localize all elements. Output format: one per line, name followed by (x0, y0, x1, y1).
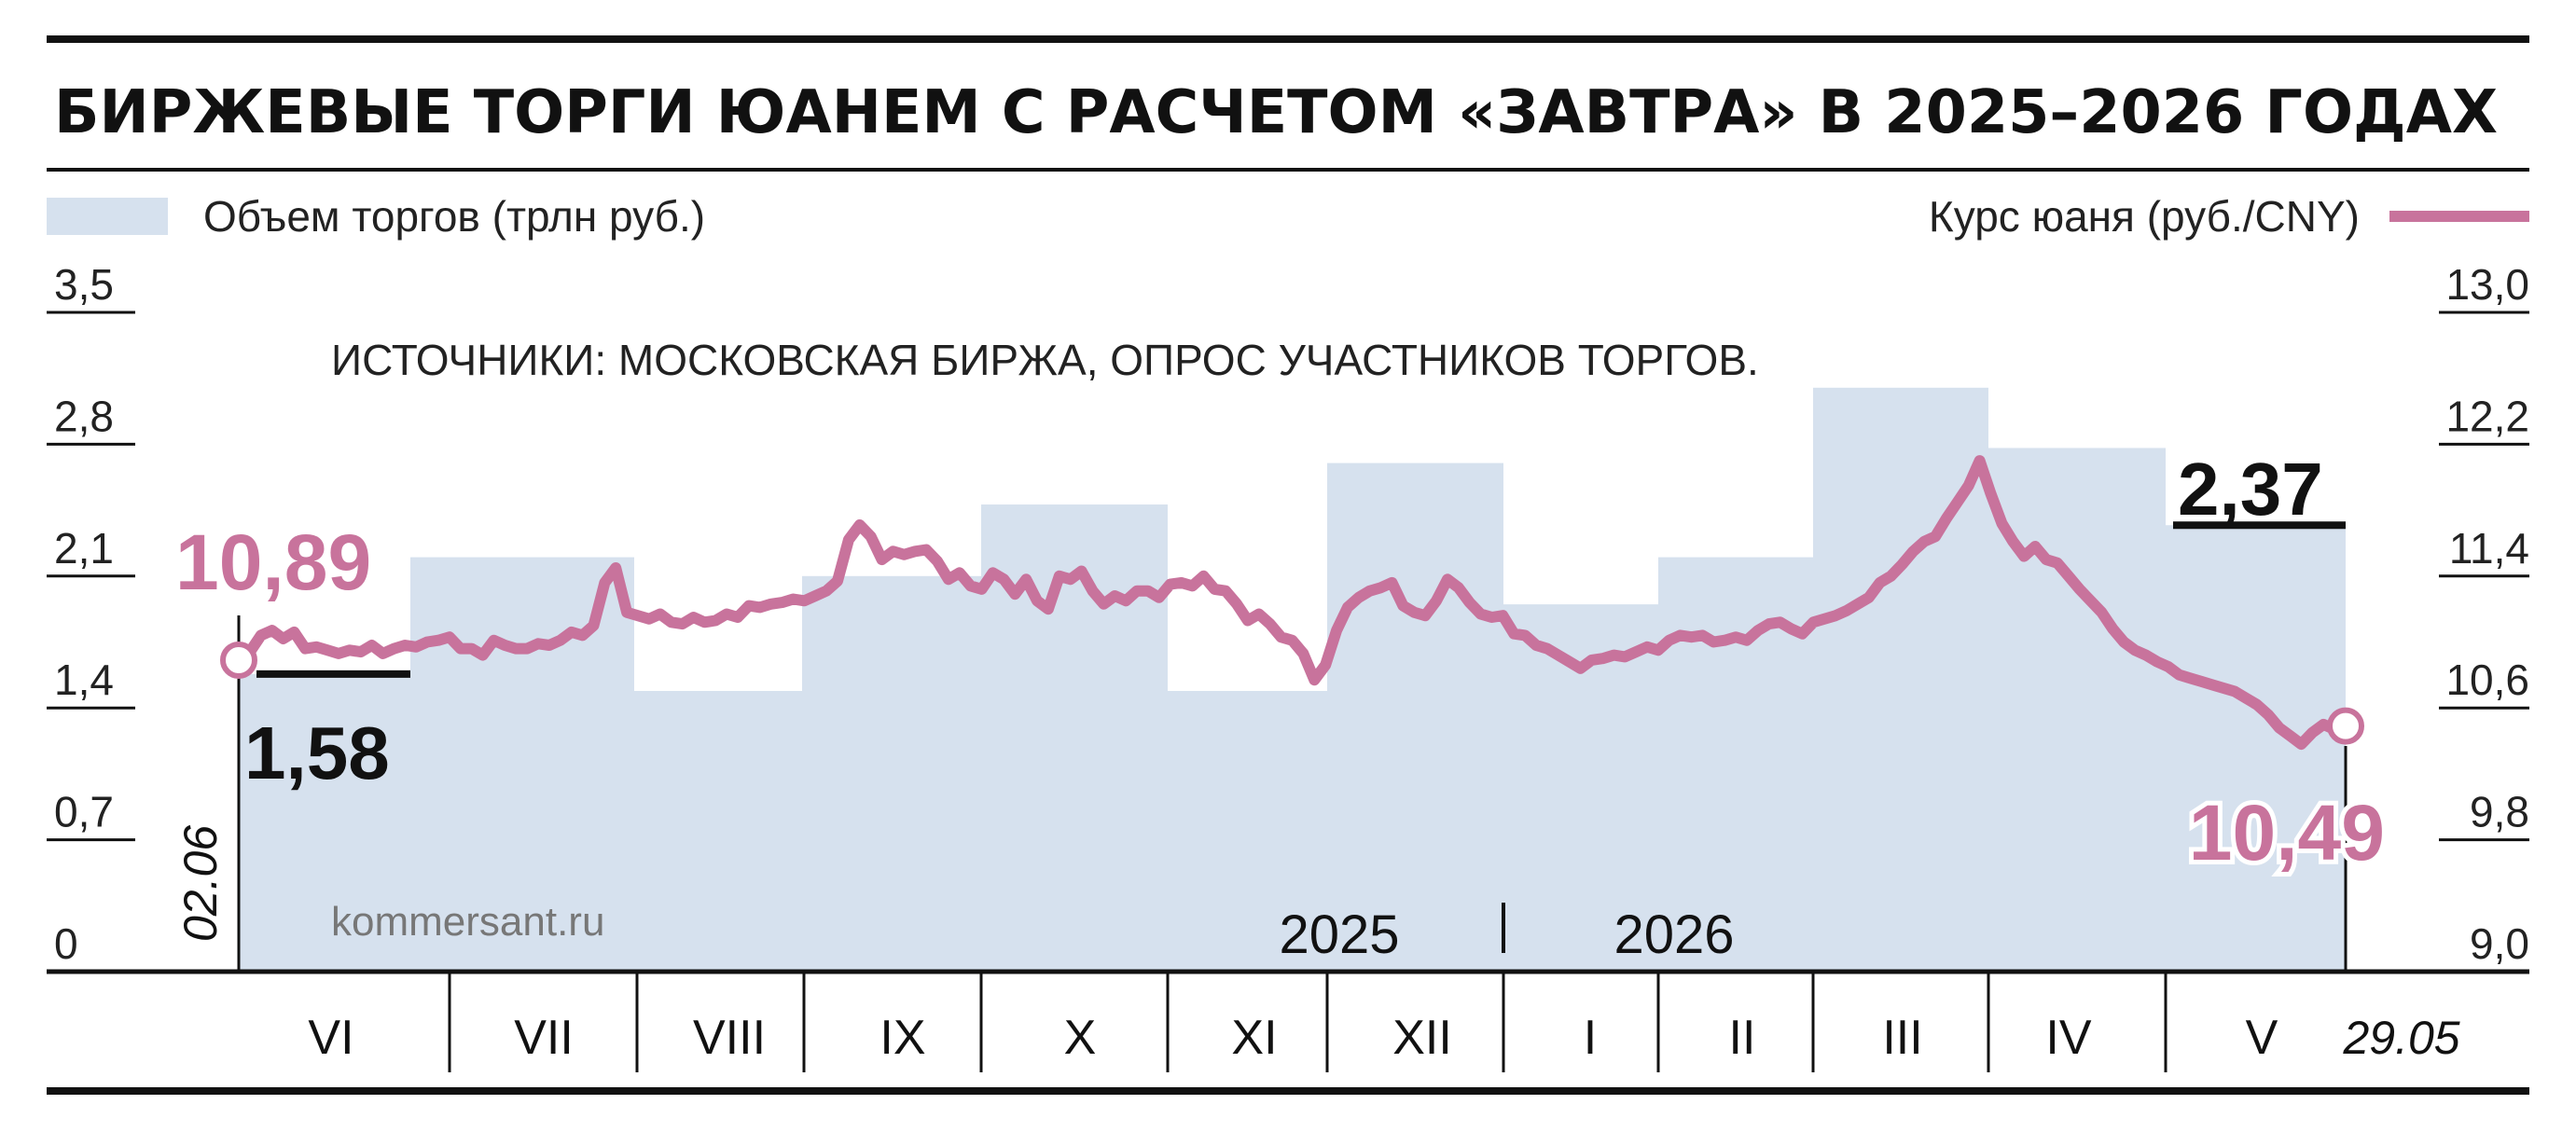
month-label: X (1064, 1011, 1097, 1065)
month-label: II (1729, 1011, 1756, 1065)
legend-bar-swatch (47, 198, 168, 235)
legend-line-label: Курс юаня (руб./CNY) (1929, 192, 2360, 241)
month-label: VI (308, 1011, 353, 1065)
right-tick-label: 13,0 (2445, 260, 2529, 309)
left-tick-label: 1,4 (54, 656, 114, 704)
volume-bars (239, 387, 2346, 973)
volume-bar (1168, 691, 1327, 972)
labels: 10,89 1,58 2,37 10,49 (175, 448, 2389, 881)
rate-end-point (2327, 707, 2364, 745)
right-tick-label: 11,4 (2449, 524, 2529, 573)
volume-bar (2166, 525, 2346, 972)
month-label: I (1584, 1011, 1597, 1065)
left-tick-label: 2,1 (54, 524, 114, 573)
month-label: IX (879, 1011, 925, 1065)
chart-title: БИРЖЕВЫЕ ТОРГИ ЮАНЕМ С РАСЧЕТОМ «ЗАВТРА»… (54, 78, 2498, 147)
month-label: XII (1392, 1011, 1452, 1065)
volume-bar (1813, 387, 1988, 972)
left-tick-label: 2,8 (54, 392, 114, 440)
volume-bar (634, 691, 802, 972)
volume-bar (239, 673, 410, 972)
year-label: 2025 (1279, 904, 1399, 965)
left-tick-label: 3,5 (54, 260, 114, 309)
month-label: VII (514, 1011, 574, 1065)
axes: 00,71,42,12,83,59,09,810,611,412,213,0VI… (47, 260, 2529, 1072)
month-label: III (1882, 1011, 1922, 1065)
bar-last-label: 2,37 (2178, 448, 2323, 531)
start-date-label: 02.06 (174, 825, 227, 942)
volume-bar (1327, 462, 1503, 973)
rate-start-label: 10,89 (175, 518, 371, 606)
end-date-label: 29.05 (2342, 1012, 2459, 1064)
right-tick-label: 9,8 (2470, 788, 2529, 836)
volume-bar (802, 575, 981, 972)
left-tick-label: 0,7 (54, 788, 114, 836)
right-tick-label: 10,6 (2445, 656, 2529, 704)
month-label: IV (2045, 1011, 2091, 1065)
legend-bar-label: Объем торгов (трлн руб.) (203, 192, 705, 241)
source-note: ИСТОЧНИКИ: МОСКОВСКАЯ БИРЖА, ОПРОС УЧАСТ… (331, 336, 1759, 384)
month-label: VIII (693, 1011, 766, 1065)
left-tick-label: 0 (54, 919, 78, 968)
rate-line (233, 455, 2351, 751)
month-label: V (2246, 1011, 2278, 1065)
rate-end-label: 10,49 (2189, 789, 2385, 877)
volume-bar (1988, 448, 2166, 972)
right-tick-label: 12,2 (2445, 392, 2529, 440)
rate-start-point (220, 641, 257, 679)
year-label: 2026 (1613, 904, 1734, 965)
right-tick-label: 9,0 (2470, 919, 2529, 968)
credit: kommersant.ru (331, 899, 604, 945)
month-label: XI (1231, 1011, 1277, 1065)
bar-first-label: 1,58 (244, 711, 390, 794)
rate-line-group (220, 455, 2364, 751)
